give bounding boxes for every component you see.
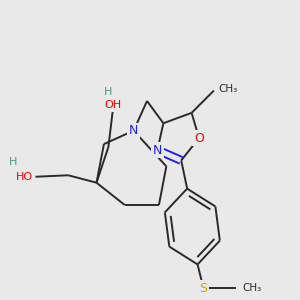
Text: HO: HO xyxy=(16,172,33,182)
Text: H: H xyxy=(104,87,112,97)
Text: N: N xyxy=(153,143,162,157)
Text: H: H xyxy=(9,157,17,167)
Text: N: N xyxy=(129,124,138,137)
Text: O: O xyxy=(194,132,204,145)
Text: CH₃: CH₃ xyxy=(218,84,238,94)
Text: CH₃: CH₃ xyxy=(242,283,261,293)
Text: OH: OH xyxy=(104,100,122,110)
Text: S: S xyxy=(200,282,208,295)
